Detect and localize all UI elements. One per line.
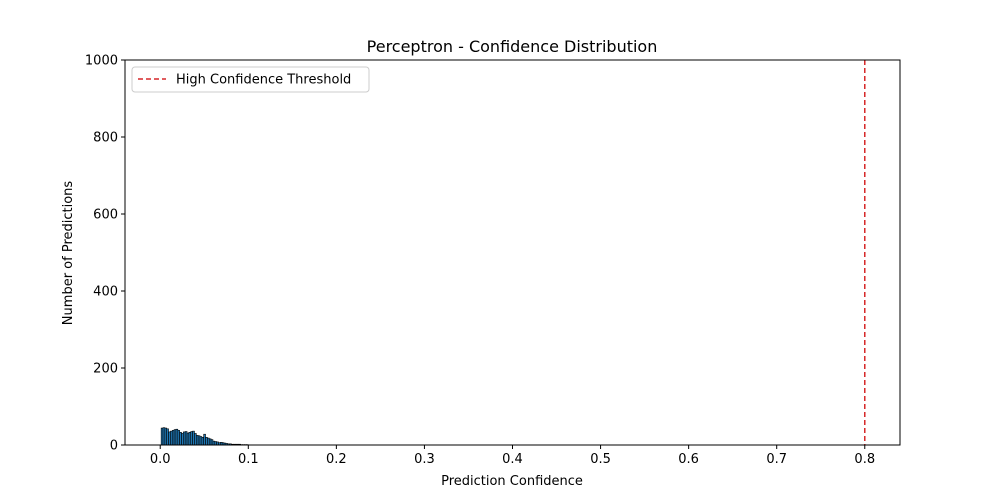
x-tick-label: 0.2 xyxy=(326,452,347,467)
x-tick-label: 0.0 xyxy=(150,452,171,467)
x-tick-label: 0.8 xyxy=(854,452,875,467)
y-tick-label: 600 xyxy=(93,208,118,223)
plot-frame xyxy=(125,60,900,445)
y-axis: 0 200 400 600 800 1000 xyxy=(85,54,125,454)
y-axis-title: Number of Predictions xyxy=(61,181,76,326)
x-axis: 0.0 0.1 0.2 0.3 0.4 0.5 0.6 0.7 0.8 xyxy=(150,445,875,467)
x-tick-label: 0.5 xyxy=(590,452,611,467)
x-tick-label: 0.4 xyxy=(502,452,523,467)
y-tick-label: 800 xyxy=(93,131,118,146)
bars-layer xyxy=(161,428,248,445)
x-tick-label: 0.3 xyxy=(414,452,435,467)
chart-title: Perceptron - Confidence Distribution xyxy=(367,37,658,56)
legend-threshold-label: High Confidence Threshold xyxy=(176,73,351,88)
x-tick-label: 0.1 xyxy=(238,452,259,467)
y-tick-label: 0 xyxy=(110,439,118,454)
legend: High Confidence Threshold xyxy=(132,67,369,92)
y-tick-label: 1000 xyxy=(85,54,118,69)
x-tick-label: 0.7 xyxy=(766,452,787,467)
x-axis-title: Prediction Confidence xyxy=(441,474,583,489)
y-tick-label: 400 xyxy=(93,285,118,300)
x-tick-label: 0.6 xyxy=(678,452,699,467)
y-tick-label: 200 xyxy=(93,362,118,377)
